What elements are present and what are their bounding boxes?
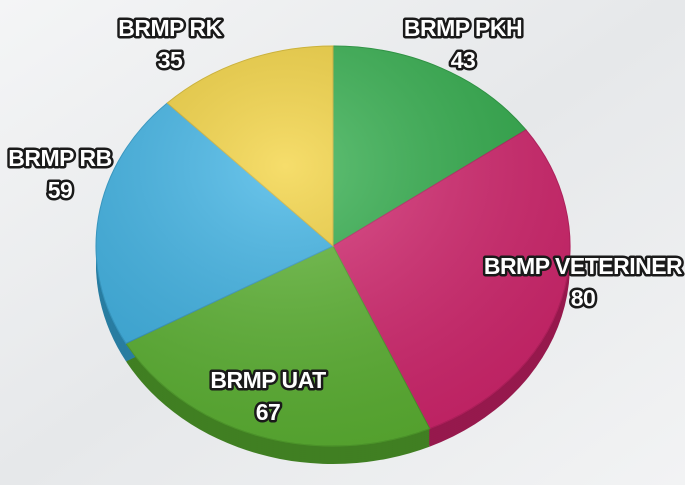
pie-shine	[96, 46, 570, 446]
category-label: BRMP RB	[8, 145, 111, 171]
value-label: 35	[158, 47, 183, 73]
category-label: BRMP UAT	[210, 367, 326, 393]
value-label: 43	[451, 47, 476, 73]
category-label: BRMP PKH	[404, 15, 522, 41]
value-label: 59	[48, 177, 73, 203]
category-label: BRMP RK	[118, 15, 222, 41]
value-label: 80	[571, 285, 596, 311]
value-label: 67	[256, 399, 281, 425]
category-label: BRMP VETERINER	[484, 253, 683, 279]
